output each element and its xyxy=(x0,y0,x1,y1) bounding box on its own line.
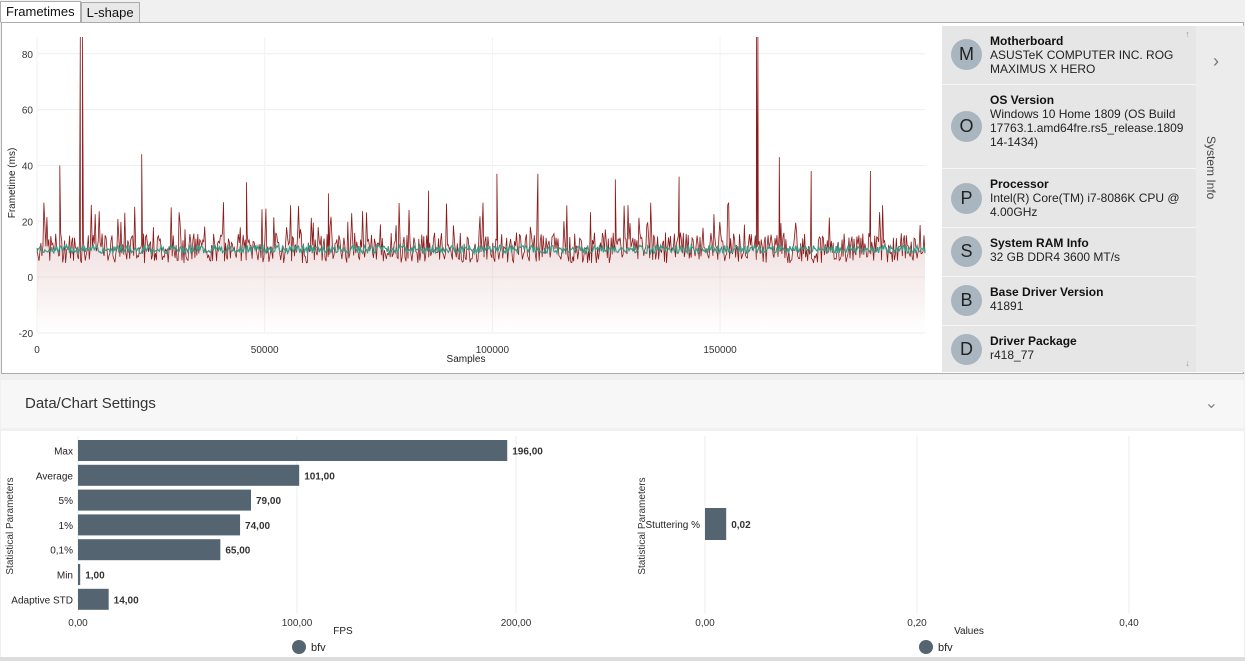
chevron-down-icon[interactable]: ⌄ xyxy=(1204,395,1218,412)
y-tick-label: 0 xyxy=(27,273,33,284)
system-info-scrollbar[interactable]: ↑ ↓ xyxy=(1179,26,1196,372)
bar-value-label: 101,00 xyxy=(304,471,335,482)
sys-item-value: Windows 10 Home 1809 (OS Build 17763.1.a… xyxy=(990,107,1184,149)
x-tick-label: 150000 xyxy=(703,345,737,356)
y-tick-label: 60 xyxy=(22,106,34,117)
tab-l-shape[interactable]: L-shape xyxy=(80,2,140,23)
frametime-area xyxy=(37,37,925,333)
category-label: 5% xyxy=(59,496,74,507)
y-tick-label: 40 xyxy=(22,161,34,172)
bar-value-label: 14,00 xyxy=(114,595,139,606)
sys-item-ram: S System RAM Info 32 GB DDR4 3600 MT/s xyxy=(942,228,1196,277)
sys-item-title: Motherboard xyxy=(990,34,1064,48)
x-tick-label: 200,00 xyxy=(501,618,532,629)
processor-avatar: P xyxy=(951,183,982,214)
sys-item-motherboard: M Motherboard ASUSTeK COMPUTER INC. ROG … xyxy=(942,26,1196,85)
sys-item-value: 32 GB DDR4 3600 MT/s xyxy=(990,250,1121,264)
bar-max xyxy=(78,440,508,461)
x-tick-label: 100000 xyxy=(476,345,510,356)
tab-frametimes[interactable]: Frametimes xyxy=(0,1,81,23)
x-axis-label: Values xyxy=(954,626,984,637)
arrow-up-icon[interactable]: ↑ xyxy=(1185,29,1190,39)
legend-marker xyxy=(292,640,306,654)
y-axis-label: Frametime (ms) xyxy=(7,148,18,219)
system-info-toggle[interactable]: › System Info xyxy=(1196,26,1244,372)
driver-package-avatar: D xyxy=(951,334,982,365)
y-axis-title: Statistical Parameters xyxy=(637,477,648,574)
sys-item-value: r418_77 xyxy=(990,348,1035,362)
statistics-charts: 0,00 100,00 200,00 FPS Statistical Parameter… xyxy=(5,436,1139,654)
category-label: 1% xyxy=(59,521,74,532)
category-label: Stuttering % xyxy=(646,520,701,531)
sys-item-os-version: O OS Version Windows 10 Home 1809 (OS Bu… xyxy=(942,85,1196,169)
arrow-down-icon[interactable]: ↓ xyxy=(1185,358,1190,368)
sys-item-title: Processor xyxy=(990,177,1049,191)
settings-title: Data/Chart Settings xyxy=(25,395,156,412)
x-axis-label: FPS xyxy=(333,626,353,637)
category-label: Average xyxy=(36,471,74,482)
frametime-panel: -20 0 20 40 60 80 0 50000 100000 150000 Samples Fra… xyxy=(1,22,1244,374)
bar-1- xyxy=(78,514,241,536)
ram-avatar: S xyxy=(951,236,982,267)
moving-average-line xyxy=(36,242,926,256)
category-label: Min xyxy=(57,571,73,582)
x-tick-label: 0,00 xyxy=(68,618,88,629)
data-chart-settings-bar[interactable]: Data/Chart Settings ⌄ xyxy=(1,380,1244,428)
category-label: Max xyxy=(54,447,73,458)
sys-item-driver-package: D Driver Package r418_77 xyxy=(942,326,1196,372)
x-tick-label: 50000 xyxy=(251,345,279,356)
bar-0-1- xyxy=(78,539,221,561)
sys-item-value: Intel(R) Core(TM) i7-8086K CPU @ 4.00GHz xyxy=(990,191,1180,219)
frametime-series-line xyxy=(36,36,926,264)
bar-value-label: 65,00 xyxy=(225,546,250,557)
bar-value-label: 1,00 xyxy=(85,571,105,582)
sys-item-processor: P Processor Intel(R) Core(TM) i7-8086K C… xyxy=(942,169,1196,228)
system-info-label: System Info xyxy=(1204,136,1218,200)
category-label: Adaptive STD xyxy=(11,595,73,606)
legend-label: bfv xyxy=(938,642,953,654)
bar-value-label: 79,00 xyxy=(256,496,281,507)
base-driver-avatar: B xyxy=(951,285,982,316)
y-tick-label: 80 xyxy=(22,50,34,61)
y-tick-label: -20 xyxy=(19,329,34,340)
x-tick-label: 0,20 xyxy=(907,618,927,629)
statistics-area: 0,00 100,00 200,00 FPS Statistical Parameter… xyxy=(1,431,1244,657)
legend-marker xyxy=(919,640,933,654)
sys-item-title: OS Version xyxy=(990,93,1055,107)
x-axis-label: Samples xyxy=(447,354,486,365)
sys-item-title: Base Driver Version xyxy=(990,285,1104,299)
y-axis-title: Statistical Parameters xyxy=(5,477,16,574)
sys-item-title: Driver Package xyxy=(990,334,1077,348)
bar-5- xyxy=(78,489,252,511)
y-tick-label: 20 xyxy=(22,217,34,228)
bar-min xyxy=(78,564,81,585)
x-tick-label: 0 xyxy=(34,345,40,356)
legend-label: bfv xyxy=(311,642,326,654)
x-tick-label: 0,40 xyxy=(1119,618,1139,629)
tab-bar: Frametimes L-shape xyxy=(0,0,140,23)
bar-average xyxy=(78,464,300,486)
bar-adaptive-std xyxy=(78,588,109,610)
os-avatar: O xyxy=(951,111,982,142)
sys-item-title: System RAM Info xyxy=(990,236,1089,250)
system-info-list[interactable]: M Motherboard ASUSTeK COMPUTER INC. ROG … xyxy=(942,26,1196,372)
bar-stuttering- xyxy=(705,508,727,540)
category-label: 0,1% xyxy=(50,546,73,557)
sys-item-base-driver: B Base Driver Version 41891 xyxy=(942,277,1196,326)
bar-value-label: 0,02 xyxy=(731,520,751,531)
bar-value-label: 196,00 xyxy=(512,447,543,458)
x-tick-label: 0,00 xyxy=(695,618,715,629)
sys-item-value: 41891 xyxy=(990,299,1024,313)
bar-value-label: 74,00 xyxy=(245,521,270,532)
chevron-right-icon[interactable]: › xyxy=(1213,51,1219,71)
motherboard-avatar: M xyxy=(951,39,982,70)
bottom-strip xyxy=(0,657,1245,661)
x-tick-label: 100,00 xyxy=(282,618,313,629)
sys-item-value: ASUSTeK COMPUTER INC. ROG MAXIMUS X HERO xyxy=(990,48,1174,76)
